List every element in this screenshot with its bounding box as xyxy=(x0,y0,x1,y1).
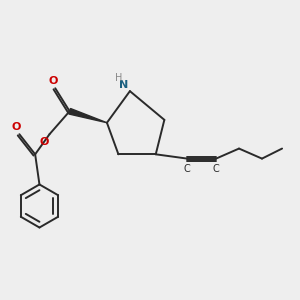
Text: H: H xyxy=(115,73,123,82)
Text: N: N xyxy=(119,80,128,90)
Text: C: C xyxy=(213,164,219,174)
Text: O: O xyxy=(11,122,21,132)
Text: C: C xyxy=(184,164,191,174)
Text: O: O xyxy=(48,76,58,86)
Polygon shape xyxy=(69,109,107,123)
Text: O: O xyxy=(40,136,49,146)
